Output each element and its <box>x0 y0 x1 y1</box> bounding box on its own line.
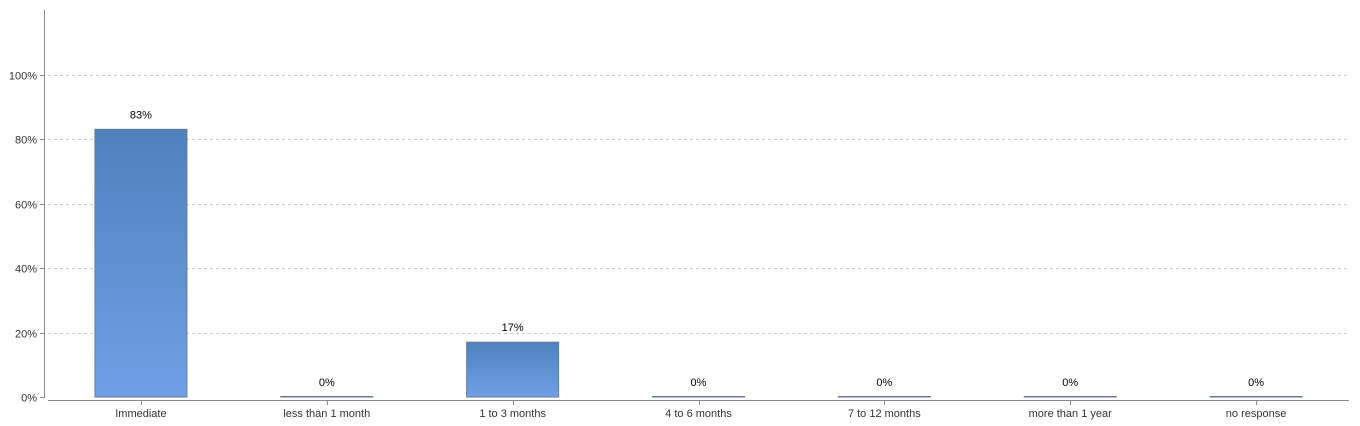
labels-layer: 0% 20% 40% 60% 80% 100% 83% Immediate 0% less tha… <box>9 71 1286 421</box>
x-tick-label: less than 1 month <box>283 408 370 420</box>
y-tick-label: 0% <box>21 393 37 405</box>
data-label: 0% <box>876 377 892 389</box>
x-tick-label: 4 to 6 months <box>665 408 732 420</box>
y-tick-label: 20% <box>15 329 37 341</box>
y-tick-label: 100% <box>9 71 37 83</box>
x-tick-label: 1 to 3 months <box>479 408 546 420</box>
y-tick-label: 60% <box>15 200 37 212</box>
data-label: 83% <box>130 109 152 121</box>
data-label: 0% <box>691 377 707 389</box>
bar <box>94 128 188 398</box>
data-label: 0% <box>319 377 335 389</box>
x-tick-label: 7 to 12 months <box>848 408 921 420</box>
data-label: 0% <box>1248 377 1264 389</box>
bar <box>1209 396 1303 398</box>
bar <box>652 396 745 398</box>
bar <box>1023 396 1117 398</box>
y-tick-label: 40% <box>15 264 37 276</box>
x-tick-label: no response <box>1226 408 1287 420</box>
y-tick-label: 80% <box>15 135 37 147</box>
bars-layer <box>94 128 1303 398</box>
x-tick-label: more than 1 year <box>1029 408 1112 420</box>
bar <box>466 341 560 398</box>
bar <box>280 396 374 398</box>
bar <box>837 396 931 398</box>
x-tick-label: Immediate <box>115 408 166 420</box>
grid-layer <box>40 75 1349 405</box>
data-label: 17% <box>502 322 524 334</box>
data-label: 0% <box>1062 377 1078 389</box>
